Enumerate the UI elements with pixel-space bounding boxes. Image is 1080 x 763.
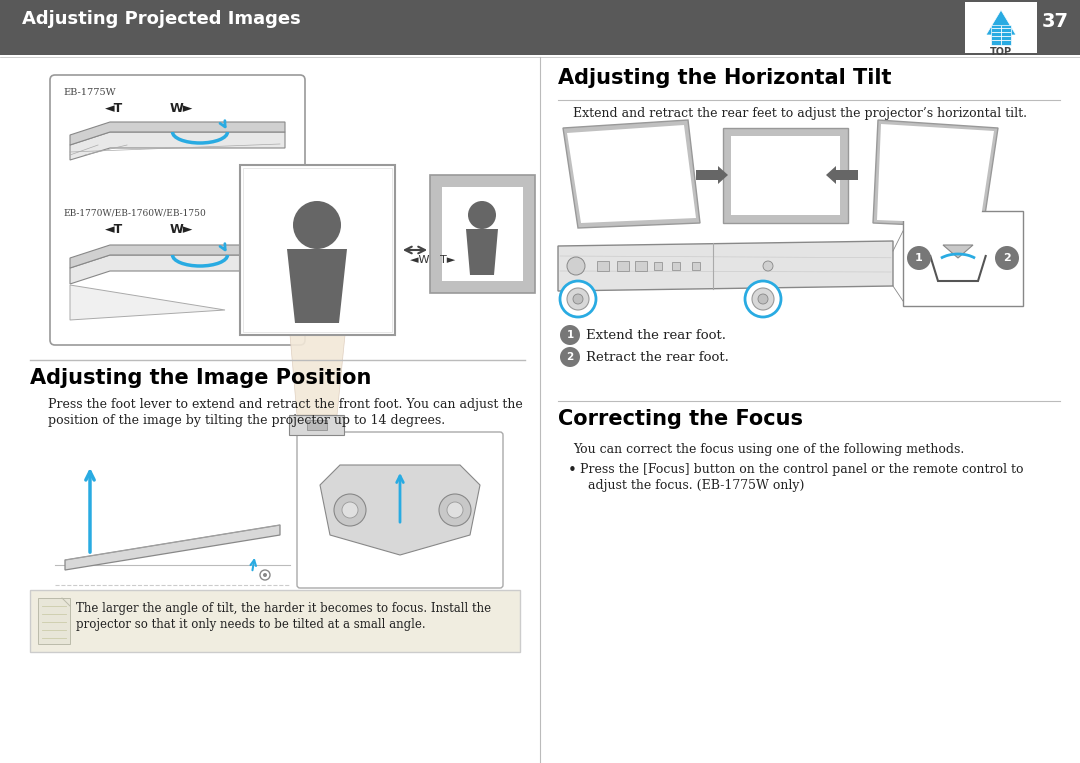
Polygon shape (287, 249, 347, 323)
Polygon shape (873, 120, 998, 228)
Text: •: • (568, 463, 577, 478)
Polygon shape (291, 335, 345, 415)
Bar (243, 168, 392, 332)
Text: 2: 2 (566, 352, 573, 362)
Text: 37: 37 (1041, 12, 1068, 31)
Circle shape (995, 246, 1020, 270)
Polygon shape (986, 10, 1016, 35)
Circle shape (561, 325, 580, 345)
Text: 1: 1 (566, 330, 573, 340)
Bar (672, 262, 680, 270)
Polygon shape (70, 255, 285, 284)
Text: EB-1775W: EB-1775W (63, 88, 116, 97)
Bar (654, 262, 662, 270)
Text: Correcting the Focus: Correcting the Focus (558, 409, 804, 429)
Text: Press the foot lever to extend and retract the front foot. You can adjust the: Press the foot lever to extend and retra… (48, 398, 523, 411)
Circle shape (468, 201, 496, 229)
Bar (635, 261, 647, 271)
Polygon shape (943, 245, 973, 258)
Circle shape (293, 201, 341, 249)
Text: 1: 1 (915, 253, 923, 263)
Bar (0, 0, 1080, 55)
Text: You can correct the focus using one of the following methods.: You can correct the focus using one of t… (573, 443, 964, 456)
Polygon shape (70, 285, 225, 320)
Text: Adjusting the Horizontal Tilt: Adjusting the Horizontal Tilt (558, 68, 891, 88)
Text: Press the [Focus] button on the control panel or the remote control to: Press the [Focus] button on the control … (580, 463, 1024, 476)
Circle shape (762, 261, 773, 271)
Text: W►: W► (170, 223, 193, 236)
Polygon shape (877, 124, 994, 224)
Circle shape (752, 288, 774, 310)
Text: W►: W► (170, 102, 193, 115)
Circle shape (342, 502, 357, 518)
Bar (991, 25, 1011, 45)
Text: ◄T: ◄T (105, 223, 123, 236)
Polygon shape (563, 120, 700, 228)
Bar (38, 598, 70, 644)
Circle shape (907, 246, 931, 270)
Circle shape (567, 288, 589, 310)
Circle shape (561, 281, 596, 317)
Bar (731, 136, 840, 215)
Bar (240, 165, 395, 335)
Circle shape (447, 502, 463, 518)
Text: TOP: TOP (990, 47, 1012, 57)
Polygon shape (465, 229, 498, 275)
FancyArrow shape (826, 166, 858, 184)
Bar (692, 262, 700, 270)
Circle shape (334, 494, 366, 526)
Circle shape (264, 573, 267, 577)
Bar (442, 187, 523, 281)
Polygon shape (567, 125, 696, 223)
Circle shape (567, 257, 585, 275)
FancyBboxPatch shape (297, 432, 503, 588)
FancyArrow shape (696, 166, 728, 184)
Bar (430, 175, 535, 293)
Polygon shape (930, 255, 986, 281)
Circle shape (260, 570, 270, 580)
Circle shape (758, 294, 768, 304)
Bar (903, 211, 1023, 306)
Text: adjust the focus. (EB-1775W only): adjust the focus. (EB-1775W only) (580, 479, 805, 492)
Polygon shape (70, 122, 285, 145)
Text: 2: 2 (1003, 253, 1011, 263)
Text: Extend the rear foot.: Extend the rear foot. (586, 329, 726, 342)
Text: ◄T: ◄T (105, 102, 123, 115)
Circle shape (573, 294, 583, 304)
Circle shape (561, 347, 580, 367)
Bar (307, 420, 327, 430)
Polygon shape (70, 245, 285, 268)
Circle shape (745, 281, 781, 317)
Circle shape (438, 494, 471, 526)
Bar (617, 261, 629, 271)
Text: The larger the angle of tilt, the harder it becomes to focus. Install the: The larger the angle of tilt, the harder… (76, 602, 491, 615)
FancyBboxPatch shape (50, 75, 305, 345)
Polygon shape (320, 465, 480, 555)
Bar (597, 261, 609, 271)
Bar (966, 2, 1037, 53)
Text: Extend and retract the rear feet to adjust the projector’s horizontal tilt.: Extend and retract the rear feet to adju… (573, 107, 1027, 120)
Text: Adjusting the Image Position: Adjusting the Image Position (30, 368, 372, 388)
Polygon shape (65, 525, 280, 570)
Bar (723, 128, 848, 223)
Text: Retract the rear foot.: Retract the rear foot. (586, 351, 729, 364)
Bar (30, 590, 519, 652)
Text: Adjusting Projected Images: Adjusting Projected Images (22, 10, 300, 28)
Text: ◄W   T►: ◄W T► (410, 255, 456, 265)
Polygon shape (558, 241, 893, 291)
Text: EB-1770W/EB-1760W/EB-1750: EB-1770W/EB-1760W/EB-1750 (63, 208, 206, 217)
Text: position of the image by tilting the projector up to 14 degrees.: position of the image by tilting the pro… (48, 414, 445, 427)
Bar (289, 415, 345, 435)
Text: projector so that it only needs to be tilted at a small angle.: projector so that it only needs to be ti… (76, 618, 426, 631)
Polygon shape (70, 132, 285, 160)
